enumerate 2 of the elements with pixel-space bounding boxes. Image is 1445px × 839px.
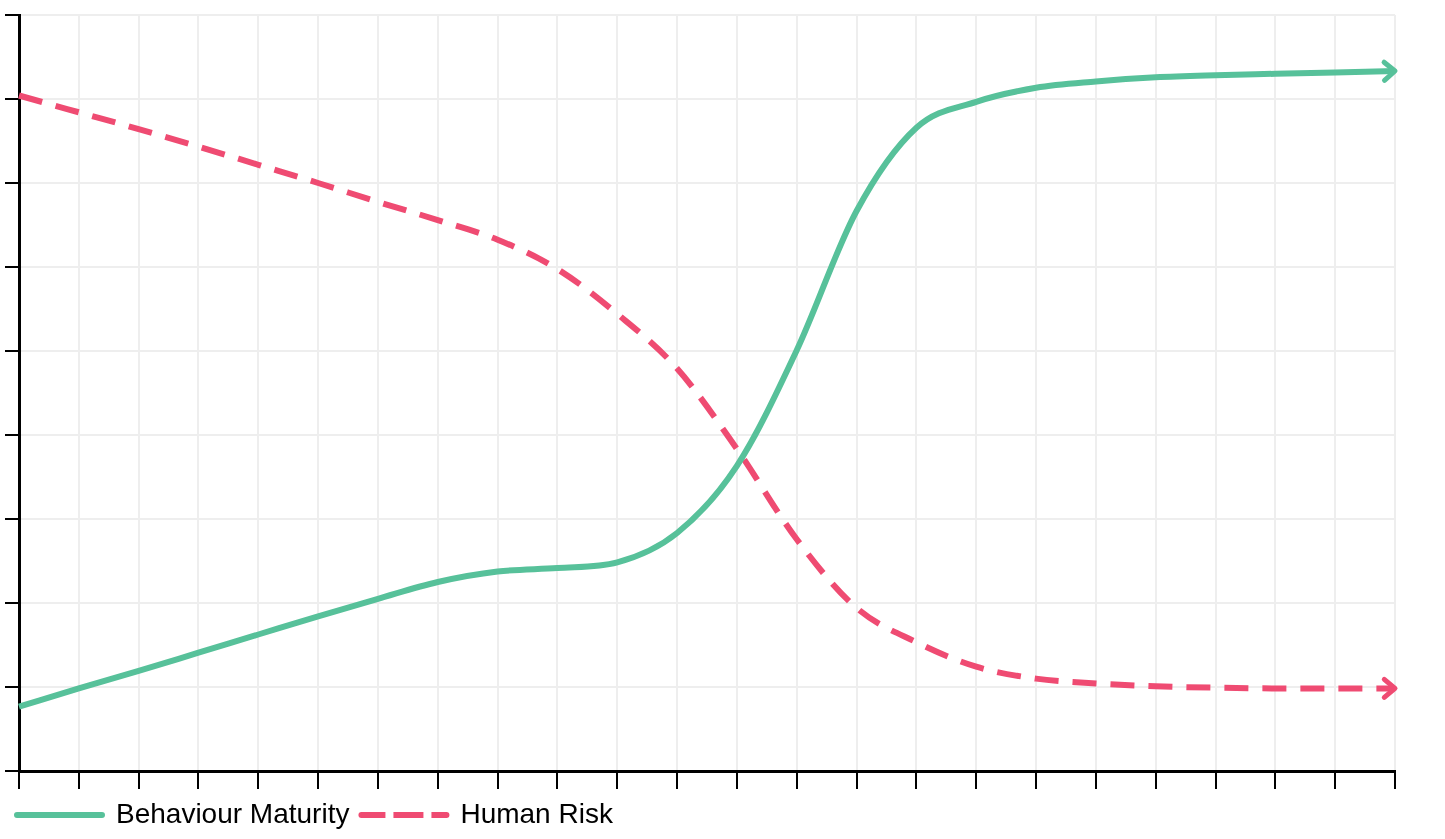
legend-label: Human Risk [460,797,614,829]
legend-label: Behaviour Maturity [116,797,350,829]
